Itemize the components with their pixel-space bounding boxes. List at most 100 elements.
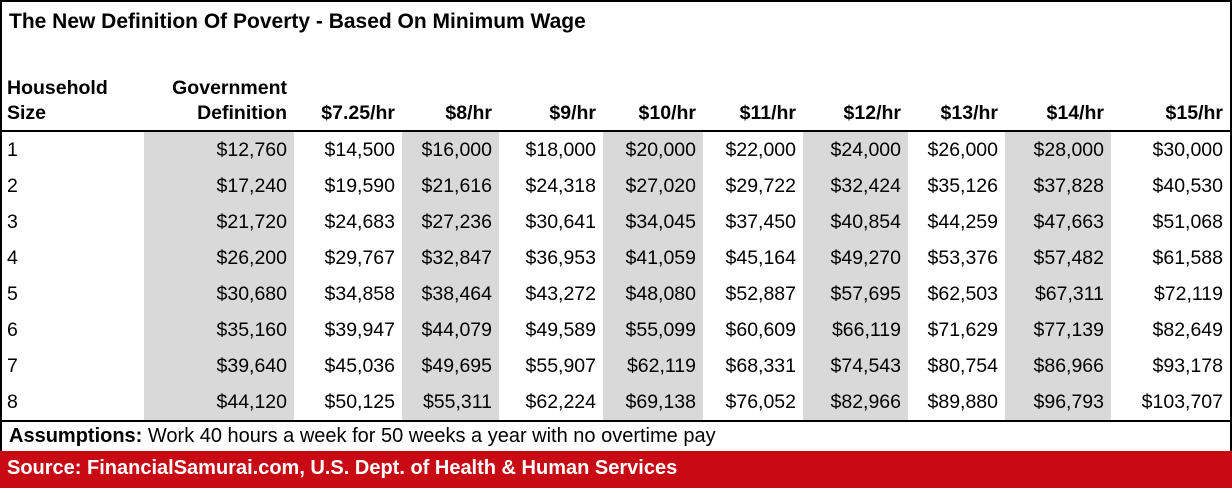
table-row: 2 $17,240 $19,590 $21,616 $24,318 $27,02…: [2, 168, 1230, 204]
table-cell: $103,707: [1141, 390, 1223, 413]
table-cell: $17,240: [144, 168, 294, 204]
table-cell: $18,000: [525, 138, 597, 161]
table-cell: 7: [7, 354, 18, 377]
column-header-12hr: $12/hr: [803, 49, 908, 132]
table-cell: $24,000: [803, 131, 908, 168]
table-cell: $28,000: [1005, 131, 1111, 168]
table-cell: $21,616: [402, 168, 499, 204]
table-cell: $26,200: [144, 240, 294, 276]
table-cell: $16,000: [402, 131, 499, 168]
table-cell: $12,760: [144, 131, 294, 168]
table-cell: $67,311: [1005, 276, 1111, 312]
assumptions-note: Assumptions: Work 40 hours a week for 50…: [2, 420, 1230, 451]
table-cell: 4: [7, 246, 18, 269]
table-cell: $48,080: [603, 276, 703, 312]
table-cell: $27,236: [402, 204, 499, 240]
column-header-15hr: $15/hr: [1111, 49, 1230, 132]
table-cell: 6: [7, 318, 18, 341]
table-row: 1 $12,760 $14,500 $16,000 $18,000 $20,00…: [2, 131, 1230, 168]
table-cell: $52,887: [725, 282, 797, 305]
table-cell: $57,482: [1005, 240, 1111, 276]
table-cell: $27,020: [603, 168, 703, 204]
source-bar: Source: FinancialSamurai.com, U.S. Dept.…: [0, 451, 1232, 488]
table-cell: $80,754: [927, 354, 999, 377]
table-cell: $40,530: [1152, 174, 1224, 197]
table-row: 4 $26,200 $29,767 $32,847 $36,953 $41,05…: [2, 240, 1230, 276]
column-header-10hr: $10/hr: [603, 49, 703, 132]
table-cell: $38,464: [402, 276, 499, 312]
column-header-government-definition: Government Definition: [144, 49, 294, 132]
column-header-9hr: $9/hr: [499, 49, 603, 132]
table-cell: $51,068: [1152, 210, 1224, 233]
table-cell: $34,045: [603, 204, 703, 240]
table-cell: $72,119: [1153, 282, 1223, 305]
table-cell: $55,099: [603, 312, 703, 348]
table-cell: $62,503: [927, 282, 999, 305]
table-cell: $35,160: [144, 312, 294, 348]
column-header-11hr: $11/hr: [703, 49, 803, 132]
column-header-8hr: $8/hr: [402, 49, 499, 132]
table-cell: $47,663: [1005, 204, 1111, 240]
table-cell: $74,543: [803, 348, 908, 384]
table-cell: $24,318: [525, 174, 597, 197]
table-cell: $24,683: [324, 210, 396, 233]
table-cell: $62,119: [603, 348, 703, 384]
table-cell: $37,828: [1005, 168, 1111, 204]
column-header-13hr: $13/hr: [908, 49, 1005, 132]
table-cell: $60,609: [725, 318, 797, 341]
table-cell: $68,331: [725, 354, 797, 377]
table-row: 3 $21,720 $24,683 $27,236 $30,641 $34,04…: [2, 204, 1230, 240]
table-cell: $44,120: [144, 384, 294, 420]
table-cell: $66,119: [803, 312, 908, 348]
table-row: 6 $35,160 $39,947 $44,079 $49,589 $55,09…: [2, 312, 1230, 348]
table-cell: 5: [7, 282, 18, 305]
table-cell: $21,720: [144, 204, 294, 240]
table-cell: 1: [7, 138, 18, 161]
table-title: The New Definition Of Poverty - Based On…: [9, 10, 586, 33]
table-cell: $76,052: [725, 390, 797, 413]
header-row: Household Size Government Definition $7.…: [2, 49, 1230, 132]
table-cell: $40,854: [803, 204, 908, 240]
table-cell: 2: [7, 174, 18, 197]
table-cell: $89,880: [927, 390, 999, 413]
table-cell: $14,500: [324, 138, 396, 161]
table-cell: $36,953: [525, 246, 597, 269]
column-header-household-size: Household Size: [2, 49, 144, 132]
table-cell: $32,847: [402, 240, 499, 276]
table-cell: $30,680: [144, 276, 294, 312]
table-cell: $39,640: [144, 348, 294, 384]
table-cell: $82,966: [803, 384, 908, 420]
table-cell: $55,311: [402, 384, 499, 420]
table-cell: $44,079: [402, 312, 499, 348]
column-header-14hr: $14/hr: [1005, 49, 1111, 132]
assumptions-label: Assumptions:: [9, 425, 143, 447]
table-cell: 8: [7, 390, 18, 413]
table-cell: $30,000: [1152, 138, 1224, 161]
table-cell: $37,450: [725, 210, 797, 233]
column-header-725hr: $7.25/hr: [294, 49, 402, 132]
table-cell: $71,629: [927, 318, 999, 341]
table-cell: $49,695: [402, 348, 499, 384]
table-cell: $45,164: [725, 246, 797, 269]
table-cell: $29,767: [324, 246, 396, 269]
table-cell: $55,907: [525, 354, 597, 377]
table-cell: $34,858: [324, 282, 396, 305]
table-cell: $62,224: [525, 390, 597, 413]
assumptions-text: Work 40 hours a week for 50 weeks a year…: [142, 425, 716, 447]
table-cell: $53,376: [927, 246, 999, 269]
table-frame: The New Definition Of Poverty - Based On…: [0, 0, 1232, 451]
table-cell: $29,722: [725, 174, 797, 197]
table-cell: $43,272: [525, 282, 597, 305]
table-cell: $39,947: [324, 318, 396, 341]
table-row: 8 $44,120 $50,125 $55,311 $62,224 $69,13…: [2, 384, 1230, 420]
table-row: 7 $39,640 $45,036 $49,695 $55,907 $62,11…: [2, 348, 1230, 384]
table-cell: $57,695: [803, 276, 908, 312]
table-cell: 3: [7, 210, 18, 233]
table-cell: $44,259: [927, 210, 999, 233]
table-cell: $93,178: [1152, 354, 1224, 377]
table-cell: $35,126: [927, 174, 999, 197]
table-row: 5 $30,680 $34,858 $38,464 $43,272 $48,08…: [2, 276, 1230, 312]
table-cell: $61,588: [1152, 246, 1224, 269]
table-cell: $49,270: [803, 240, 908, 276]
